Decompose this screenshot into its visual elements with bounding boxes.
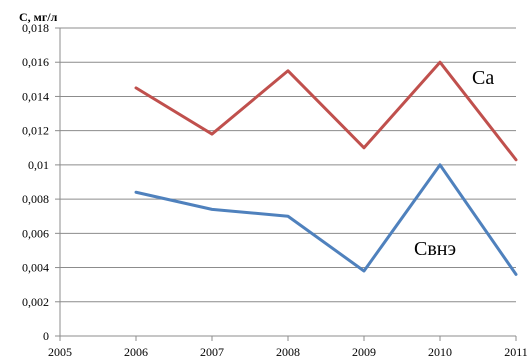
x-tick-label: 2010	[428, 345, 452, 359]
series-line-1	[134, 163, 518, 276]
series-lines	[134, 60, 518, 276]
y-tick-label: 0,008	[22, 192, 49, 206]
x-tick-labels: 2005 2006 2007 2008 2009 2010 2011	[48, 336, 528, 359]
y-tick-label: 0,016	[22, 55, 49, 69]
y-tick-label: 0,002	[22, 295, 49, 309]
y-tick-label: 0	[43, 329, 49, 343]
series-label-cvne: Cвнэ	[414, 238, 456, 260]
y-tick-label: 0,01	[28, 158, 49, 172]
x-tick-label: 2009	[352, 345, 376, 359]
y-tick-label: 0,014	[22, 89, 49, 103]
grid-lines	[60, 27, 516, 303]
x-tick-label: 2008	[276, 345, 300, 359]
x-tick-label: 2007	[200, 345, 224, 359]
series-label-ca: Ca	[472, 67, 494, 89]
y-tick-label: 0,012	[22, 124, 49, 138]
series-points	[135, 62, 517, 275]
y-tick-label: 0,004	[22, 261, 49, 275]
y-tick-label: 0,006	[22, 226, 49, 240]
series-line-0	[134, 60, 518, 162]
x-tick-label: 2005	[48, 345, 72, 359]
y-tick-label: 0,018	[22, 21, 49, 35]
x-tick-label: 2006	[124, 345, 148, 359]
y-tick-labels: 0 0,002 0,004 0,006 0,008 0,01 0,012 0,014 0,016…	[22, 21, 60, 343]
x-tick-label: 2011	[504, 345, 528, 359]
y-axis-title: C, мг/л	[19, 10, 58, 24]
